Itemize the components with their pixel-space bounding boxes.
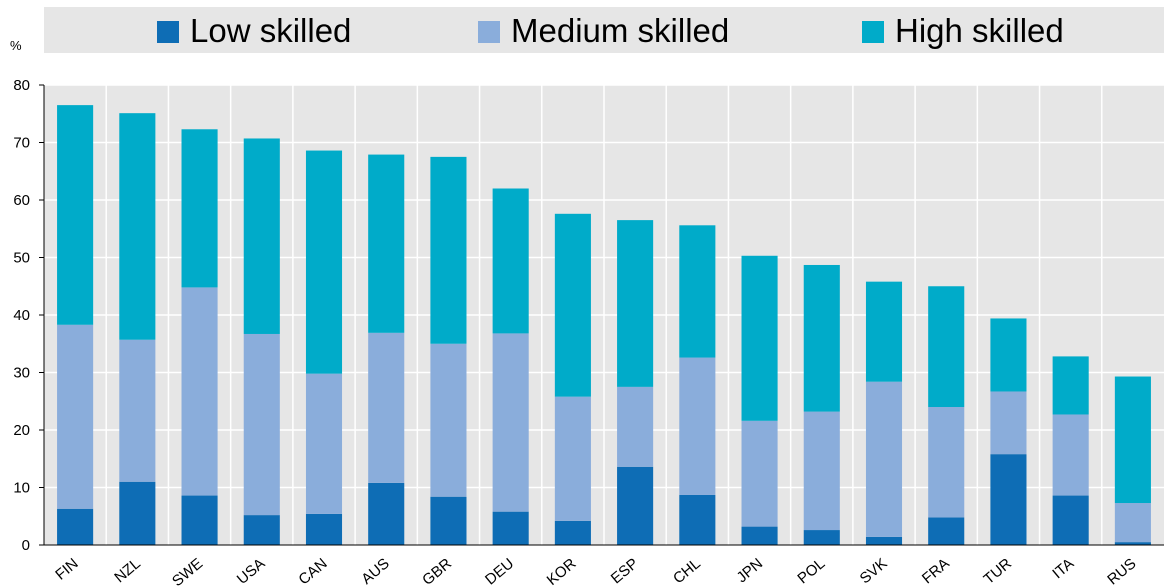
x-tick-label-usa: USA xyxy=(234,555,269,587)
gridlines xyxy=(44,84,1164,545)
bar-ita-medium-skilled xyxy=(1052,414,1089,496)
x-tick-label-tur: TUR xyxy=(980,555,1015,587)
bar-kor-medium-skilled xyxy=(554,396,591,521)
bar-esp-medium-skilled xyxy=(617,386,654,467)
legend: Low skilled Medium skilled High skilled xyxy=(157,12,1064,49)
legend-label-medium-skilled: Medium skilled xyxy=(511,12,729,49)
x-tick-label-fra: FRA xyxy=(919,555,953,587)
x-tick-label-rus: RUS xyxy=(1104,555,1139,587)
bar-svk-medium-skilled xyxy=(865,381,903,537)
bar-can-high-skilled xyxy=(305,150,343,374)
bar-pol-medium-skilled xyxy=(803,411,840,531)
y-tick-label: 70 xyxy=(13,135,30,152)
x-tick-label-pol: POL xyxy=(794,555,828,587)
bar-can-medium-skilled xyxy=(305,373,343,514)
bar-fin-high-skilled xyxy=(57,105,94,325)
y-tick-label: 10 xyxy=(13,480,30,497)
bar-swe-high-skilled xyxy=(181,129,218,288)
x-tick-label-can: CAN xyxy=(295,555,330,587)
bar-tur-medium-skilled xyxy=(990,391,1027,455)
legend-background xyxy=(44,7,1164,53)
legend-swatch-low-skilled xyxy=(157,21,179,43)
y-tick-label: 0 xyxy=(22,537,30,554)
x-axis: FIN NZL SWE USA CAN AUS GBR DEU KOR ESP CHL JPN POL S… xyxy=(44,544,1164,587)
bar-kor-low-skilled xyxy=(554,520,591,545)
bar-fra-medium-skilled xyxy=(928,407,965,518)
legend-swatch-medium-skilled xyxy=(478,21,500,43)
x-tick-label-fin: FIN xyxy=(52,555,81,584)
y-axis: 0 10 20 30 40 50 60 70 80 xyxy=(13,77,45,554)
x-tick-label-esp: ESP xyxy=(608,555,642,587)
bar-esp-low-skilled xyxy=(617,466,654,545)
bar-aus-medium-skilled xyxy=(368,332,405,483)
x-tick-label-nzl: NZL xyxy=(111,555,144,586)
bar-rus-high-skilled xyxy=(1114,376,1151,504)
bar-usa-medium-skilled xyxy=(243,333,280,516)
bar-chl-medium-skilled xyxy=(679,357,716,495)
x-tick-label-ita: ITA xyxy=(1049,555,1077,582)
bar-kor-high-skilled xyxy=(554,213,591,397)
bar-deu-medium-skilled xyxy=(492,333,529,512)
bar-ita-high-skilled xyxy=(1052,356,1089,415)
bar-swe-medium-skilled xyxy=(181,287,218,496)
x-tick-label-aus: AUS xyxy=(358,555,393,587)
x-tick-label-deu: DEU xyxy=(482,555,517,587)
bar-deu-high-skilled xyxy=(492,188,529,334)
bar-gbr-medium-skilled xyxy=(430,343,467,497)
legend-swatch-high-skilled xyxy=(862,21,884,43)
bar-fin-low-skilled xyxy=(57,508,94,545)
bar-usa-low-skilled xyxy=(243,515,280,545)
y-tick-label: 60 xyxy=(13,192,30,209)
bar-svk-high-skilled xyxy=(865,281,903,382)
bar-jpn-low-skilled xyxy=(741,526,778,545)
x-tick-label-gbr: GBR xyxy=(419,555,455,587)
bar-tur-high-skilled xyxy=(990,318,1027,392)
bar-aus-high-skilled xyxy=(368,154,405,333)
y-axis-unit-label: % xyxy=(10,38,22,53)
x-tick-label-swe: SWE xyxy=(169,555,206,587)
legend-label-low-skilled: Low skilled xyxy=(190,12,351,49)
bar-aus-low-skilled xyxy=(368,482,405,545)
bar-nzl-medium-skilled xyxy=(119,339,156,482)
bar-jpn-medium-skilled xyxy=(741,420,778,527)
bar-rus-low-skilled xyxy=(1114,542,1151,545)
bar-fra-high-skilled xyxy=(928,286,965,407)
bar-jpn-high-skilled xyxy=(741,255,778,421)
bar-usa-high-skilled xyxy=(243,138,280,334)
bar-fra-low-skilled xyxy=(928,517,965,545)
bar-gbr-high-skilled xyxy=(430,156,467,344)
bar-tur-low-skilled xyxy=(990,454,1027,545)
y-tick-label: 30 xyxy=(13,365,30,382)
x-tick-label-chl: CHL xyxy=(670,555,704,587)
bar-rus-medium-skilled xyxy=(1114,503,1151,543)
bars xyxy=(57,105,1151,545)
bar-gbr-low-skilled xyxy=(430,496,467,545)
bar-swe-low-skilled xyxy=(181,495,218,545)
x-tick-label-svk: SVK xyxy=(857,555,891,587)
bar-fin-medium-skilled xyxy=(57,324,94,509)
y-tick-label: 20 xyxy=(13,422,30,439)
bar-pol-low-skilled xyxy=(803,530,840,545)
bar-esp-high-skilled xyxy=(617,220,654,387)
bar-chl-low-skilled xyxy=(679,494,716,545)
bar-nzl-low-skilled xyxy=(119,481,156,545)
y-tick-label: 40 xyxy=(13,307,30,324)
bar-chl-high-skilled xyxy=(679,225,716,358)
bar-pol-high-skilled xyxy=(803,264,840,412)
legend-label-high-skilled: High skilled xyxy=(895,12,1064,49)
x-tick-label-jpn: JPN xyxy=(733,555,766,586)
y-tick-label: 50 xyxy=(13,250,30,267)
bar-svk-low-skilled xyxy=(865,536,903,545)
bar-ita-low-skilled xyxy=(1052,495,1089,545)
x-tick-label-kor: KOR xyxy=(544,555,580,587)
bar-can-low-skilled xyxy=(305,513,343,545)
bar-deu-low-skilled xyxy=(492,511,529,545)
y-tick-label: 80 xyxy=(13,77,30,94)
bar-nzl-high-skilled xyxy=(119,113,156,340)
